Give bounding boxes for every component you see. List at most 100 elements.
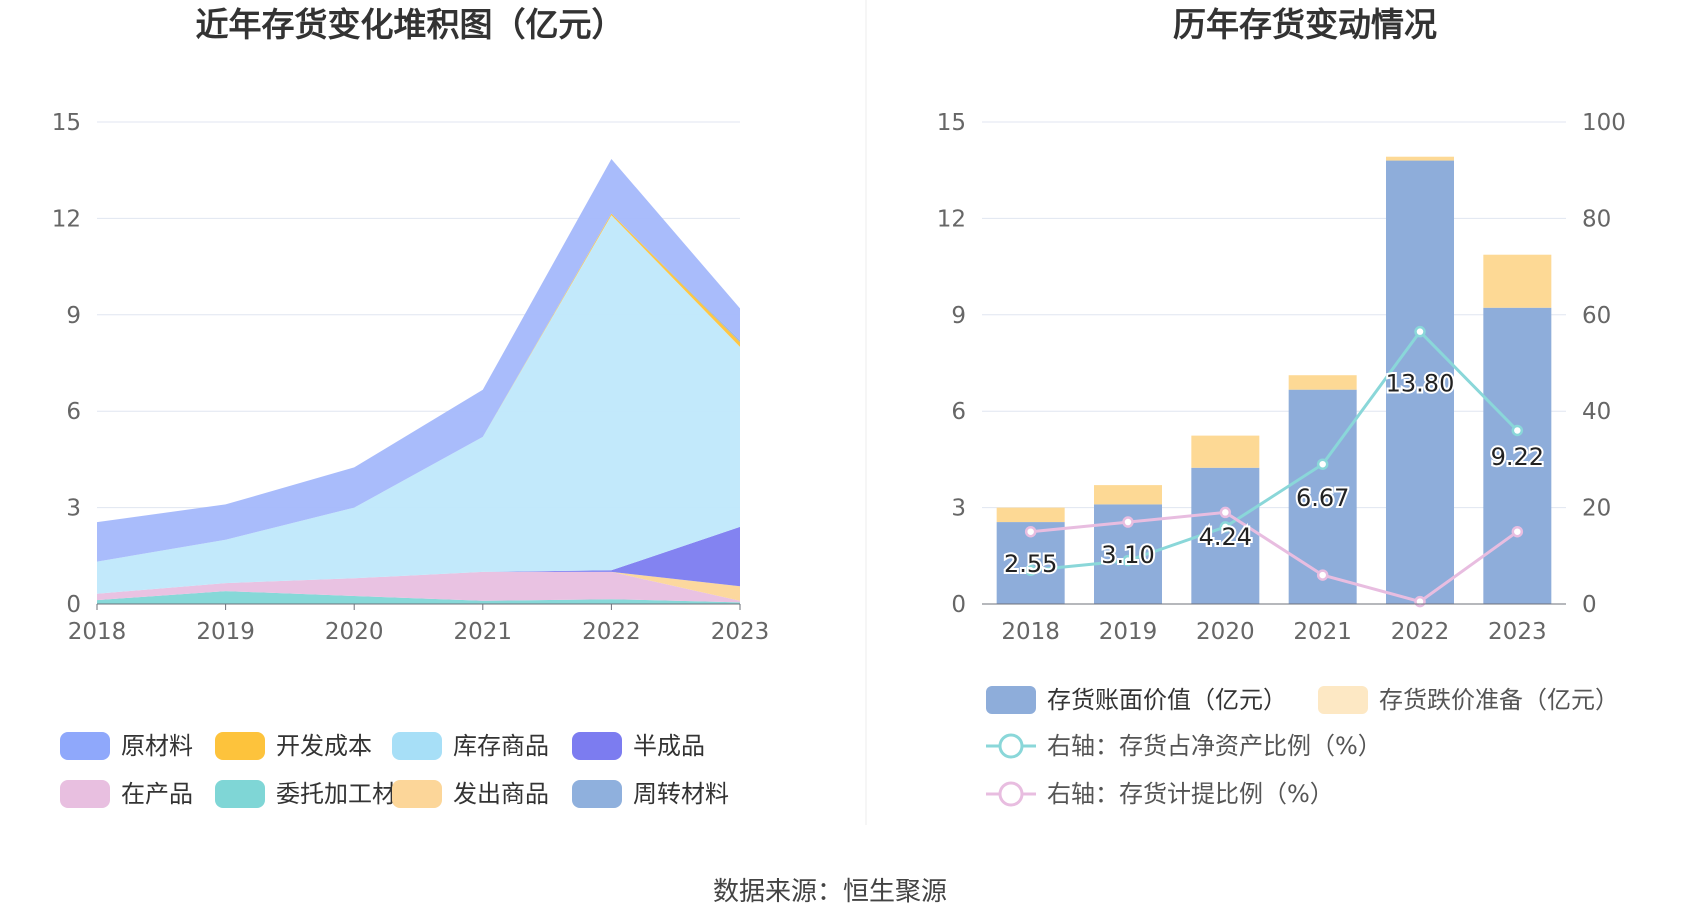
left-y-tick-label: 0: [66, 592, 81, 618]
legend-label: 开发成本: [276, 732, 372, 760]
right-x-tick-label: 2018: [1001, 619, 1060, 645]
legend-item-bar-1[interactable]: 存货跌价准备（亿元）: [1318, 686, 1619, 714]
line-series-1[interactable]: [1030, 510, 1519, 604]
line-point[interactable]: [1219, 506, 1232, 519]
area-series-库存商品[interactable]: [97, 215, 740, 594]
right-y2-tick-label: 80: [1582, 206, 1611, 232]
left-y-tick-label: 15: [52, 110, 81, 136]
right-x-tick-label: 2023: [1488, 619, 1547, 645]
line-point[interactable]: [1511, 424, 1524, 437]
left-x-tick-label: 2022: [582, 619, 641, 645]
right-x-tick-label: 2019: [1099, 619, 1158, 645]
area-series-委托加工材料[interactable]: [97, 591, 740, 604]
bar-impairment[interactable]: [1191, 435, 1260, 468]
left-x-tick-label: 2021: [454, 619, 513, 645]
area-series-在产品[interactable]: [97, 571, 740, 603]
right-chart: 历年存货变动情况 0 3 6 9 12 15 0 20 40 60 80 100 2.55 3.10 4.…: [937, 5, 1626, 808]
left-x-tick-label: 2019: [196, 619, 255, 645]
right-y-tick-label: 3: [951, 496, 966, 522]
legend-item-半成品[interactable]: 半成品: [572, 732, 705, 760]
legend-label: 发出商品: [453, 780, 549, 808]
right-y-tick-label: 6: [951, 399, 966, 425]
legend-marker: [998, 781, 1024, 807]
right-labels: 2.55 3.10 4.24 6.67 13.80 9.22: [1002, 367, 1546, 580]
legend-swatch: [1318, 686, 1368, 714]
line-point[interactable]: [1316, 458, 1329, 470]
line-point[interactable]: [1511, 525, 1524, 538]
legend-item-原材料[interactable]: 原材料: [60, 732, 193, 760]
left-y-tick-label: 9: [66, 303, 81, 329]
legend-label: 右轴：存货计提比例（%）: [1047, 780, 1334, 808]
right-y2-tick-label: 0: [1582, 592, 1597, 618]
right-y2-tick-label: 60: [1582, 303, 1611, 329]
legend-label: 库存商品: [453, 732, 549, 760]
line-point[interactable]: [1024, 564, 1037, 577]
data-source: 数据来源：恒生聚源: [713, 877, 947, 907]
right-x-tick-label: 2022: [1391, 619, 1450, 645]
right-axes: 2018 2019 2020 2021 2022 2023: [982, 603, 1566, 645]
legend-item-周转材料[interactable]: 周转材料: [572, 780, 729, 808]
left-x-tick-label: 2020: [325, 619, 384, 645]
legend-label: 存货账面价值（亿元）: [1047, 686, 1287, 714]
legend-item-line-0[interactable]: 右轴：存货占净资产比例（%）: [986, 732, 1382, 760]
legend-swatch: [986, 686, 1036, 714]
bar-book-value[interactable]: [1288, 389, 1357, 604]
legend-item-发出商品[interactable]: 发出商品: [392, 780, 549, 808]
legend-swatch: [572, 780, 622, 808]
legend-swatch: [392, 780, 442, 808]
legend-label: 原材料: [121, 732, 193, 760]
left-areas: [97, 159, 740, 604]
right-y2-tick-label: 40: [1582, 399, 1611, 425]
left-axes: 2018 2019 2020 2021 2022 2023: [68, 603, 769, 645]
bar-book-value[interactable]: [1386, 160, 1454, 604]
legend-swatch: [392, 732, 442, 760]
right-x-tick-label: 2020: [1196, 619, 1255, 645]
line-point[interactable]: [1122, 554, 1134, 567]
bar-value-label: 13.80: [1386, 369, 1455, 397]
bar-value-label: 9.22: [1491, 443, 1544, 471]
legend-label: 半成品: [633, 732, 705, 760]
bar-impairment[interactable]: [1483, 254, 1552, 308]
right-y2-tick-label: 20: [1582, 496, 1611, 522]
legend-swatch: [572, 732, 622, 760]
legend-item-委托加工材料[interactable]: 委托加工材料: [215, 780, 420, 808]
right-legend[interactable]: 存货账面价值（亿元） 存货跌价准备（亿元） 右轴：存货占净资产比例（%） 右轴：存货计…: [986, 686, 1619, 808]
line-point[interactable]: [1316, 569, 1329, 581]
line-point[interactable]: [1414, 595, 1426, 608]
legend-swatch: [60, 732, 110, 760]
legend-swatch: [215, 780, 265, 808]
line-point[interactable]: [1122, 516, 1134, 528]
bar-book-value[interactable]: [1483, 307, 1552, 604]
bar-value-label: 4.24: [1199, 523, 1252, 551]
legend-marker: [998, 733, 1024, 759]
right-y2-tick-label: 100: [1582, 110, 1626, 136]
legend-swatch: [60, 780, 110, 808]
right-y-tick-label: 9: [951, 303, 966, 329]
legend-item-库存商品[interactable]: 库存商品: [392, 732, 549, 760]
right-lines: [1024, 325, 1524, 608]
legend-swatch: [215, 732, 265, 760]
bar-impairment[interactable]: [1094, 485, 1162, 505]
legend-label: 周转材料: [633, 780, 729, 808]
bar-value-label: 2.55: [1004, 550, 1057, 578]
left-y-tick-label: 12: [52, 206, 81, 232]
bar-impairment[interactable]: [1288, 375, 1357, 390]
legend-item-bar-0[interactable]: 存货账面价值（亿元）: [986, 686, 1287, 714]
legend-item-在产品[interactable]: 在产品: [60, 780, 193, 808]
right-chart-title: 历年存货变动情况: [1173, 5, 1437, 44]
left-y-tick-label: 3: [66, 496, 81, 522]
left-chart-title: 近年存货变化堆积图（亿元）: [196, 5, 625, 44]
bar-impairment[interactable]: [996, 507, 1065, 523]
right-grid: 0 3 6 9 12 15 0 20 40 60 80 100: [937, 110, 1626, 618]
line-point[interactable]: [1414, 325, 1426, 338]
line-series-0[interactable]: [1030, 329, 1519, 572]
legend-item-开发成本[interactable]: 开发成本: [215, 732, 372, 760]
left-y-tick-label: 6: [66, 399, 81, 425]
line-point[interactable]: [1219, 521, 1232, 533]
legend-item-line-1[interactable]: 右轴：存货计提比例（%）: [986, 780, 1334, 808]
bar-impairment[interactable]: [1386, 156, 1454, 161]
line-point[interactable]: [1024, 525, 1037, 538]
area-series-原材料[interactable]: [97, 159, 740, 562]
